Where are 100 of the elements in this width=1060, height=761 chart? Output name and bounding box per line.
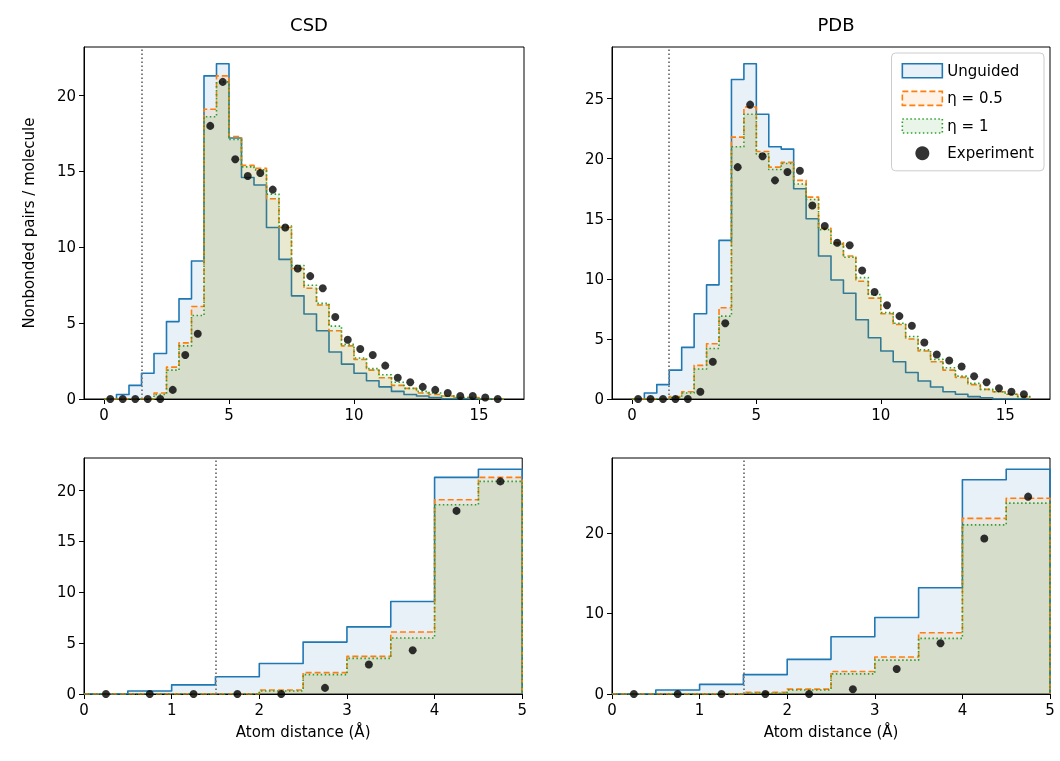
point (717, 690, 726, 698)
point (306, 272, 315, 281)
x-tick-label: 4 (957, 700, 968, 719)
point (795, 166, 804, 175)
legend-label: Unguided (947, 61, 1020, 80)
y-tick-label: 10 (56, 238, 76, 257)
point (945, 356, 954, 365)
point (243, 171, 252, 180)
point (101, 690, 110, 698)
point (895, 312, 904, 321)
y-tick-label: 15 (56, 162, 76, 181)
point (381, 361, 390, 370)
point (256, 168, 265, 177)
point (683, 395, 692, 403)
legend-label: η = 0.5 (947, 89, 1003, 108)
point (181, 351, 190, 359)
x-tick-label: 0 (79, 700, 89, 719)
point (293, 264, 302, 273)
x-tick-label: 3 (342, 700, 352, 719)
point (848, 685, 857, 694)
x-tick-label: 0 (99, 405, 109, 424)
point (343, 335, 352, 344)
x-tick-label: 5 (751, 405, 762, 424)
point (318, 284, 327, 293)
point (980, 534, 989, 543)
point (481, 393, 490, 402)
y-tick-label: 10 (584, 269, 604, 288)
point (206, 121, 215, 130)
y-tick-label: 20 (56, 481, 76, 500)
y-tick-label: 0 (66, 390, 76, 408)
point (156, 395, 165, 403)
y-tick-label: 15 (56, 532, 76, 551)
x-tick-label: 10 (344, 405, 364, 424)
point (106, 395, 115, 403)
x-tick-label: 1 (166, 700, 177, 719)
point (746, 100, 755, 109)
point (892, 665, 901, 674)
point (118, 395, 127, 403)
point (696, 387, 705, 396)
x-tick-label: 5 (1045, 700, 1055, 719)
point (671, 395, 680, 403)
point (231, 155, 240, 164)
x-tick-label: 4 (429, 700, 440, 719)
point (870, 288, 879, 297)
point (845, 241, 854, 250)
point (281, 223, 290, 232)
x-tick-label: 15 (995, 405, 1015, 424)
point (758, 152, 767, 161)
point (858, 266, 867, 275)
legend-label: Experiment (947, 144, 1035, 163)
point (982, 378, 991, 387)
point (431, 385, 440, 394)
point (193, 329, 202, 338)
point (145, 690, 154, 698)
point (771, 176, 780, 185)
point (393, 373, 402, 382)
x-tick-label: 10 (871, 405, 891, 424)
y-tick-label: 5 (66, 634, 76, 653)
point (646, 395, 655, 403)
y-tick-label: 20 (584, 523, 604, 542)
y-tick-label: 20 (584, 149, 604, 168)
point (331, 313, 340, 322)
point (920, 338, 929, 347)
point (957, 362, 966, 371)
x-tick-label: 5 (224, 405, 234, 424)
point (833, 238, 842, 247)
point (493, 395, 502, 403)
x-tick-label: 2 (254, 700, 265, 719)
point (721, 319, 730, 328)
point (994, 384, 1003, 393)
point (233, 690, 242, 698)
point (443, 388, 452, 397)
y-tick-label: 0 (594, 685, 604, 703)
x-tick-label: 15 (469, 405, 489, 424)
x-tick-label: 1 (694, 700, 705, 719)
point (218, 77, 227, 86)
point (356, 344, 365, 353)
point (406, 378, 415, 387)
point (143, 395, 152, 403)
y-tick-label: 0 (66, 685, 76, 703)
point (131, 395, 140, 403)
x-axis-title: Atom distance (Å) (763, 721, 899, 741)
point (364, 660, 373, 669)
legend-label: η = 1 (947, 117, 989, 135)
point (168, 385, 177, 394)
point (820, 222, 829, 230)
point (1024, 492, 1033, 501)
point (936, 639, 945, 648)
y-tick-label: 15 (584, 209, 604, 228)
point (408, 646, 417, 655)
y-tick-label: 0 (594, 390, 604, 408)
point (277, 690, 286, 698)
point (932, 350, 941, 359)
point (673, 690, 682, 698)
point (634, 395, 643, 403)
point (629, 690, 638, 698)
x-tick-label: 0 (607, 700, 617, 719)
point (452, 506, 461, 515)
point (970, 372, 979, 381)
y-tick-label: 10 (584, 604, 604, 623)
